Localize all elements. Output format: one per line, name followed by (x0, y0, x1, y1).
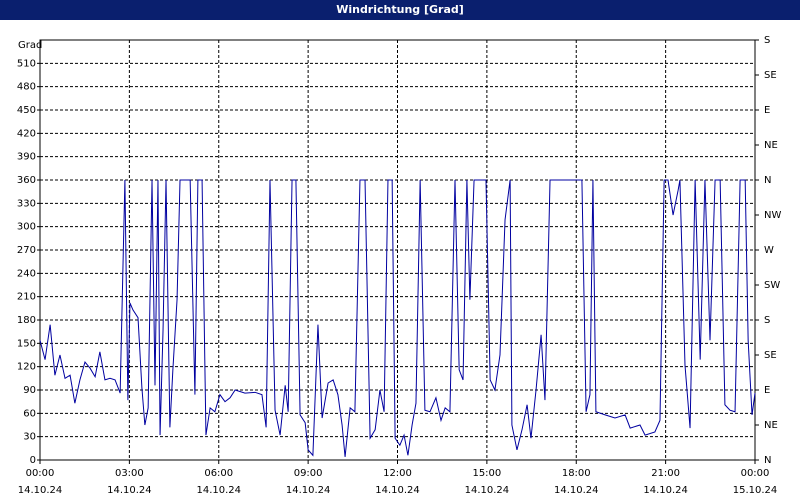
y-tick-label: 180 (17, 315, 36, 326)
y2-tick-label: SW (764, 280, 780, 291)
x-tick-label: 09:00 (294, 468, 323, 479)
y2-tick-label: S (764, 35, 770, 46)
y-tick-label: 420 (17, 128, 36, 139)
x-tick-date: 14.10.24 (286, 485, 331, 496)
x-tick-date: 14.10.24 (107, 485, 152, 496)
x-tick-date: 14.10.24 (18, 485, 63, 496)
y-tick-label: 60 (23, 408, 36, 419)
x-tick-label: 00:00 (26, 468, 55, 479)
y2-tick-label: SE (764, 70, 777, 81)
y-tick-label: 360 (17, 175, 36, 186)
y-tick-label: 480 (17, 82, 36, 93)
y-tick-label: 450 (17, 105, 36, 116)
y-tick-label: 510 (17, 58, 36, 69)
y-tick-label: 390 (17, 152, 36, 163)
x-tick-date: 15.10.24 (733, 485, 778, 496)
y2-tick-label: NE (764, 140, 778, 151)
y2-tick-label: N (764, 175, 771, 186)
x-tick-label: 15:00 (472, 468, 501, 479)
y-tick-label: 210 (17, 292, 36, 303)
x-tick-date: 14.10.24 (643, 485, 688, 496)
y2-tick-label: SE (764, 350, 777, 361)
y-tick-label: 30 (23, 432, 36, 443)
x-tick-label: 03:00 (115, 468, 144, 479)
x-tick-label: 21:00 (651, 468, 680, 479)
y2-tick-label: W (764, 245, 774, 256)
y2-tick-label: NW (764, 210, 781, 221)
y-tick-label: 120 (17, 362, 36, 373)
y-tick-label: 0 (30, 455, 36, 466)
x-tick-date: 14.10.24 (465, 485, 510, 496)
x-tick-label: 06:00 (204, 468, 233, 479)
x-tick-label: 00:00 (741, 468, 770, 479)
y-tick-label: 240 (17, 268, 36, 279)
y-tick-label: 330 (17, 198, 36, 209)
x-tick-label: 12:00 (383, 468, 412, 479)
y2-tick-label: S (764, 315, 770, 326)
y2-tick-label: NE (764, 420, 778, 431)
y-axis-label: Grad (18, 40, 42, 51)
y-tick-label: 90 (23, 385, 36, 396)
y2-tick-label: N (764, 455, 771, 466)
y2-tick-label: E (764, 385, 770, 396)
data-line (39, 179, 756, 457)
chart-title: Windrichtung [Grad] (0, 0, 800, 20)
x-tick-label: 18:00 (562, 468, 591, 479)
y-tick-label: 270 (17, 245, 36, 256)
y-tick-label: 150 (17, 338, 36, 349)
y2-tick-label: E (764, 105, 770, 116)
x-tick-date: 14.10.24 (196, 485, 241, 496)
y-tick-label: 300 (17, 222, 36, 233)
x-tick-date: 14.10.24 (375, 485, 420, 496)
x-tick-date: 14.10.24 (554, 485, 599, 496)
